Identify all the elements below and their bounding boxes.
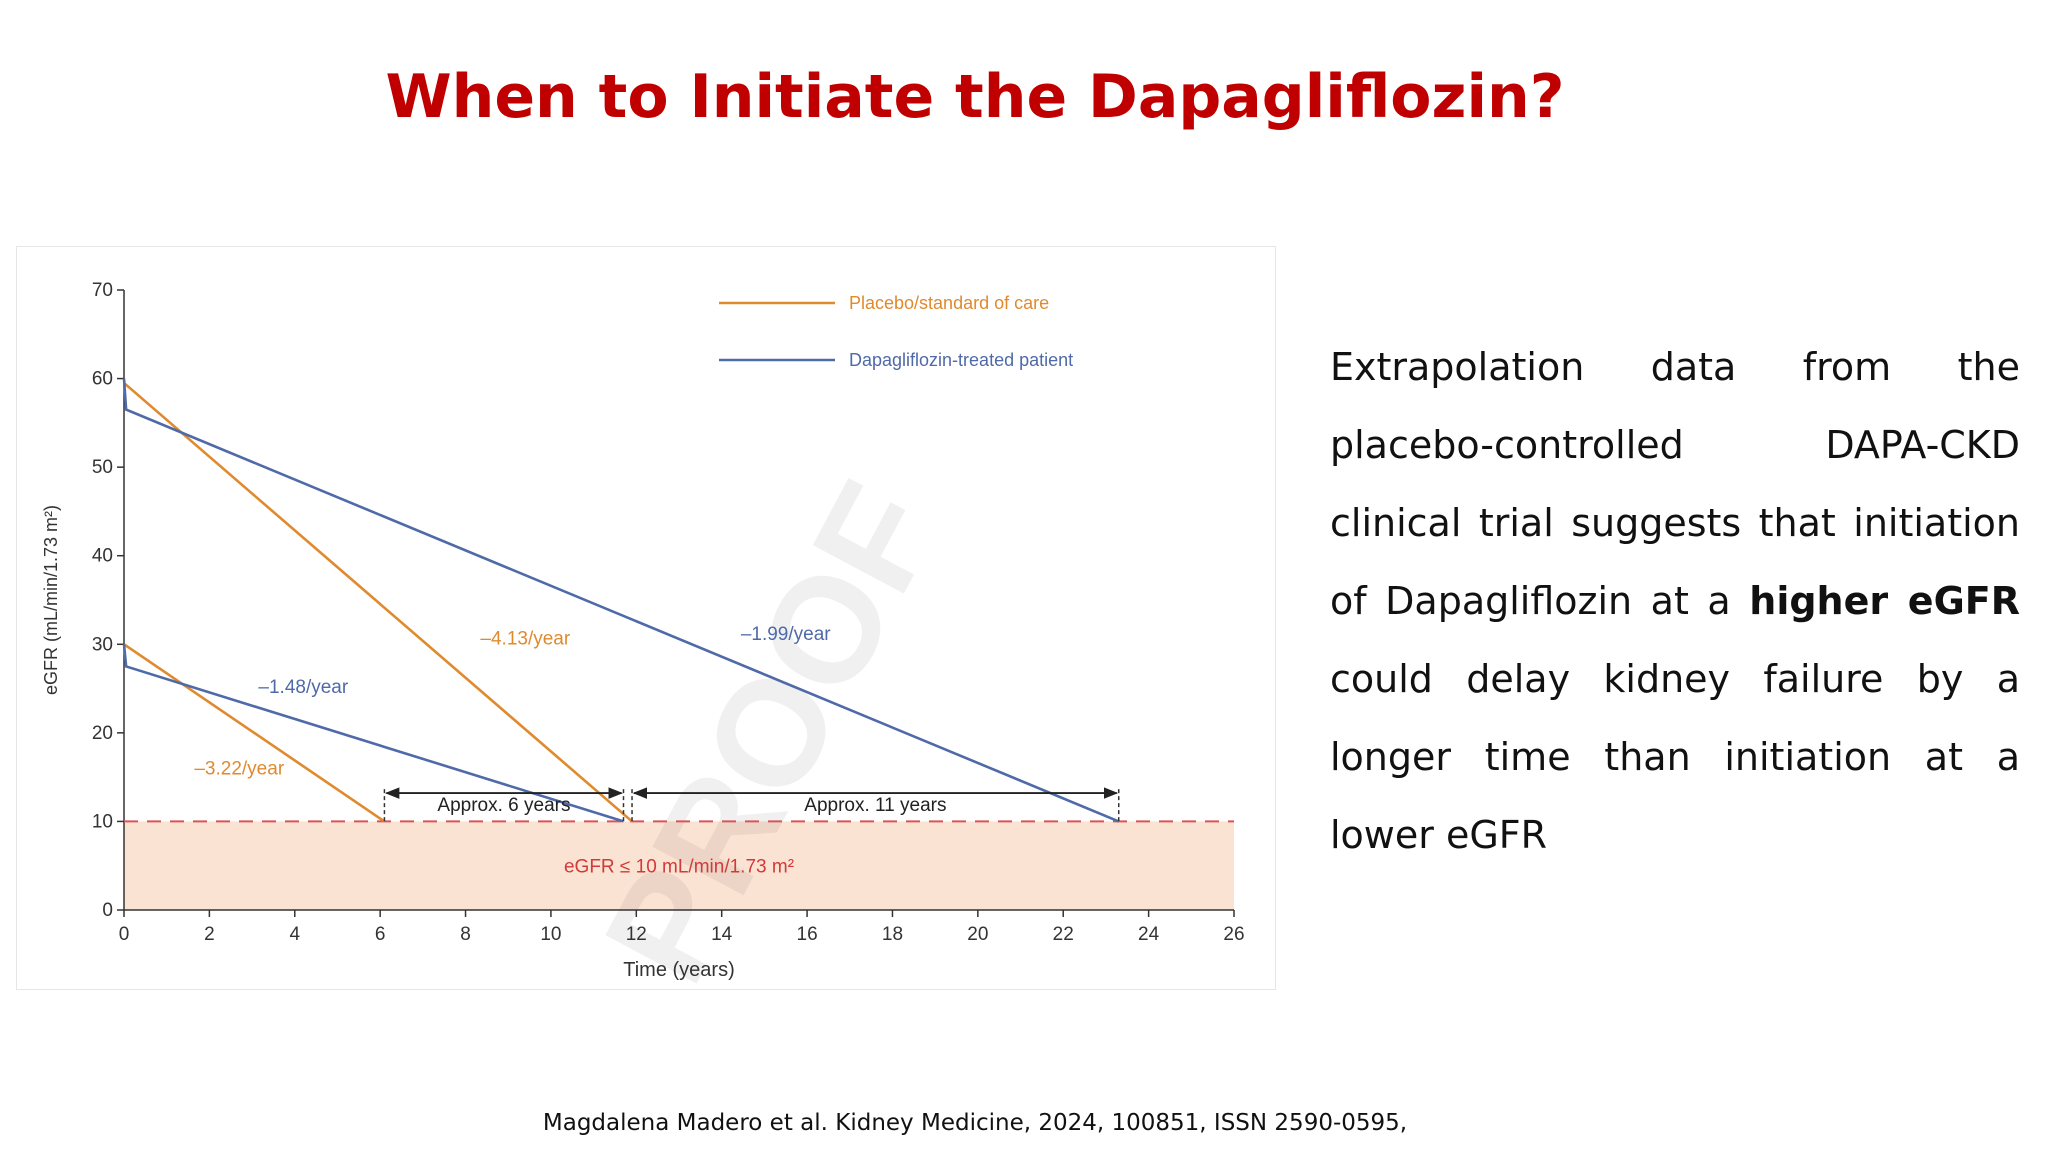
threshold-region: [124, 821, 1234, 910]
x-tick-label: 4: [289, 924, 300, 945]
y-tick-label: 0: [102, 900, 113, 921]
summary-text-end: could delay kidney failure by a longer t…: [1330, 657, 2020, 857]
x-tick-label: 26: [1223, 924, 1244, 945]
y-tick-label: 40: [92, 546, 113, 567]
x-tick-label: 18: [882, 924, 903, 945]
slope-label-dapagliflozin-3: –1.48/year: [258, 677, 348, 698]
x-tick-label: 12: [626, 924, 647, 945]
x-tick-label: 10: [540, 924, 561, 945]
x-tick-label: 8: [460, 924, 471, 945]
x-tick-label: 16: [797, 924, 818, 945]
y-tick-label: 50: [92, 457, 113, 478]
threshold-label: eGFR ≤ 10 mL/min/1.73 m²: [564, 857, 794, 878]
annotation-label-0: Approx. 6 years: [437, 795, 570, 816]
series-line-placebo-0: [123, 382, 633, 823]
y-tick-label: 30: [92, 634, 113, 655]
slide-title: When to Initiate the Dapagliflozin?: [385, 62, 1565, 132]
x-tick-label: 22: [1053, 924, 1074, 945]
citation: Magdalena Madero et al. Kidney Medicine,…: [542, 1110, 1408, 1136]
slope-label-placebo-2: –3.22/year: [194, 758, 284, 779]
summary-text-bold: higher eGFR: [1749, 579, 2020, 623]
x-tick-label: 14: [711, 924, 733, 945]
x-tick-label: 6: [375, 924, 386, 945]
legend-label-placebo: Placebo/standard of care: [849, 293, 1049, 313]
summary-text-start: Extrapolation data from the placebo-cont…: [1330, 345, 2020, 623]
annotation-label-1: Approx. 11 years: [804, 795, 946, 816]
y-tick-label: 70: [92, 280, 113, 301]
series-line-dapagliflozin-1: [122, 378, 1120, 823]
legend-label-dapagliflozin: Dapagliflozin-treated patient: [849, 350, 1073, 370]
x-axis-label: Time (years): [623, 959, 734, 981]
y-tick-label: 20: [92, 723, 113, 744]
y-axis-label: eGFR (mL/min/1.73 m²): [41, 505, 61, 695]
summary-paragraph: Extrapolation data from the placebo-cont…: [1330, 328, 2020, 874]
x-tick-label: 0: [119, 924, 130, 945]
slope-label-placebo-0: –4.13/year: [480, 628, 570, 649]
slope-label-dapagliflozin-1: –1.99/year: [741, 624, 831, 645]
y-tick-label: 10: [92, 811, 113, 832]
x-tick-label: 2: [204, 924, 215, 945]
x-tick-label: 20: [967, 924, 988, 945]
y-tick-label: 60: [92, 369, 113, 390]
series-line-dapagliflozin-3: [122, 644, 624, 823]
chart-panel: PROOF 0 2 4 6 8 10 12 14 16 18 20 22 24 26 0 10 20 30 40 50 6…: [16, 246, 1276, 990]
x-tick-label: 24: [1138, 924, 1160, 945]
series-line-placebo-2: [123, 643, 386, 823]
